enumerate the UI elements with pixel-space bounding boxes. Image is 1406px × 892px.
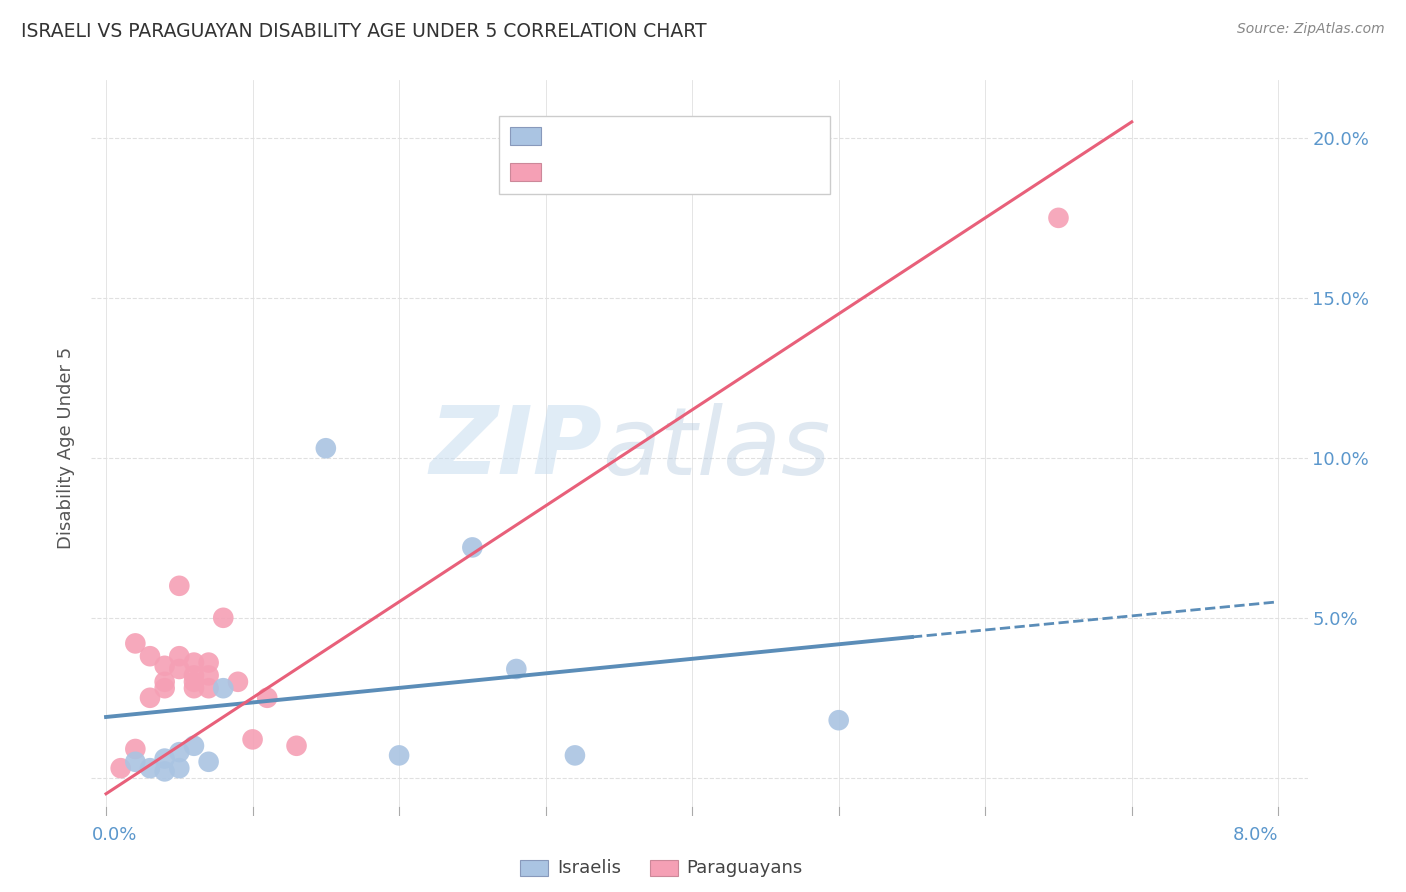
Point bbox=[461, 541, 484, 555]
Text: 8.0%: 8.0% bbox=[1233, 826, 1278, 844]
Point bbox=[197, 668, 219, 682]
Text: R =: R = bbox=[550, 163, 589, 181]
Point bbox=[139, 649, 162, 664]
Text: 15: 15 bbox=[692, 127, 717, 145]
Y-axis label: Disability Age Under 5: Disability Age Under 5 bbox=[58, 347, 76, 549]
Point bbox=[153, 751, 176, 765]
Point bbox=[226, 674, 249, 689]
Text: ZIP: ZIP bbox=[429, 402, 602, 494]
Text: 24: 24 bbox=[692, 163, 717, 181]
Point bbox=[124, 636, 146, 650]
Point bbox=[242, 732, 264, 747]
Point bbox=[169, 649, 191, 664]
Point bbox=[153, 674, 176, 689]
Point bbox=[828, 713, 851, 727]
Point bbox=[139, 690, 162, 705]
Point bbox=[1047, 211, 1070, 225]
Point bbox=[256, 690, 278, 705]
Point bbox=[197, 656, 219, 670]
Point bbox=[153, 658, 176, 673]
Text: Source: ZipAtlas.com: Source: ZipAtlas.com bbox=[1237, 22, 1385, 37]
Point bbox=[315, 442, 337, 455]
Text: N =: N = bbox=[654, 163, 693, 181]
Point bbox=[197, 755, 219, 769]
Point bbox=[388, 748, 411, 763]
Point bbox=[183, 656, 205, 670]
Text: 0.195: 0.195 bbox=[588, 127, 644, 145]
Point bbox=[285, 739, 308, 753]
Text: ISRAELI VS PARAGUAYAN DISABILITY AGE UNDER 5 CORRELATION CHART: ISRAELI VS PARAGUAYAN DISABILITY AGE UND… bbox=[21, 22, 707, 41]
Point bbox=[197, 681, 219, 696]
Point bbox=[212, 611, 235, 625]
Text: atlas: atlas bbox=[602, 402, 831, 494]
Point bbox=[169, 745, 191, 759]
Point bbox=[169, 662, 191, 676]
Point bbox=[124, 755, 146, 769]
Point bbox=[169, 761, 191, 775]
Point bbox=[183, 674, 205, 689]
Point bbox=[153, 764, 176, 779]
Point bbox=[183, 681, 205, 696]
Point bbox=[110, 761, 132, 775]
Point bbox=[212, 681, 235, 696]
Point bbox=[564, 748, 586, 763]
Point bbox=[169, 579, 191, 593]
Point bbox=[153, 681, 176, 696]
Text: R =: R = bbox=[550, 127, 589, 145]
Text: N =: N = bbox=[654, 127, 693, 145]
Point bbox=[124, 742, 146, 756]
Point bbox=[505, 662, 527, 676]
Text: 0.894: 0.894 bbox=[588, 163, 645, 181]
Text: Paraguayans: Paraguayans bbox=[686, 859, 803, 877]
Text: 0.0%: 0.0% bbox=[91, 826, 136, 844]
Point bbox=[139, 761, 162, 775]
Point bbox=[183, 668, 205, 682]
Point bbox=[183, 739, 205, 753]
Text: Israelis: Israelis bbox=[557, 859, 621, 877]
